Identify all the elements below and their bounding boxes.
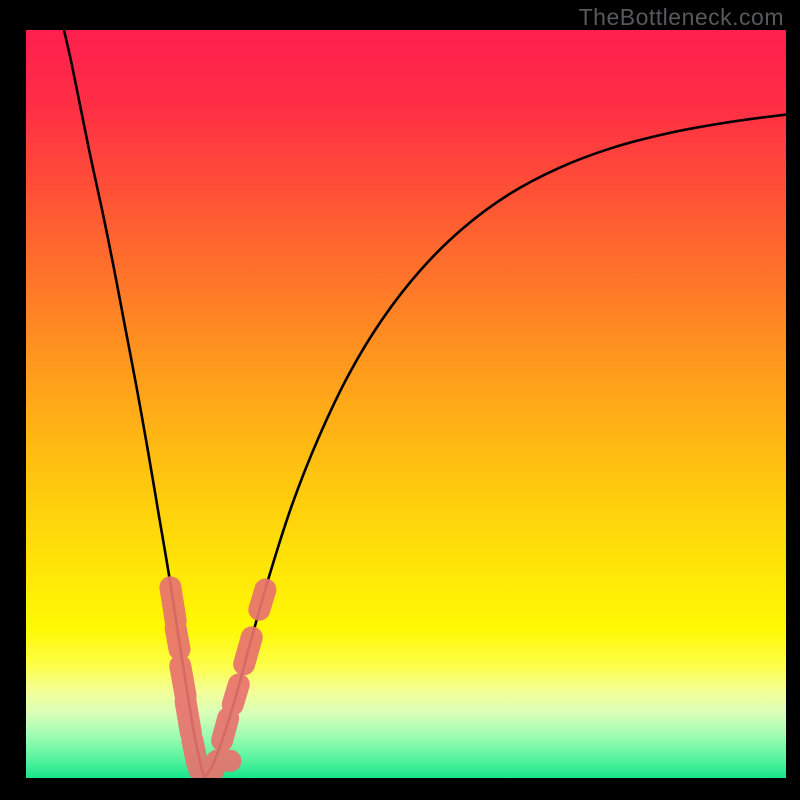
marker-capsule [244,637,252,664]
plot-area [26,30,786,778]
marker-capsule [186,702,191,733]
marker-capsule [176,628,180,649]
marker-capsule [233,685,239,705]
marker-capsule [222,718,228,740]
marker-capsule [259,590,265,610]
marker-capsule [170,587,175,621]
watermark-text: TheBottleneck.com [579,4,784,31]
chart-frame: TheBottleneck.com [0,0,800,800]
chart-svg [26,30,786,778]
